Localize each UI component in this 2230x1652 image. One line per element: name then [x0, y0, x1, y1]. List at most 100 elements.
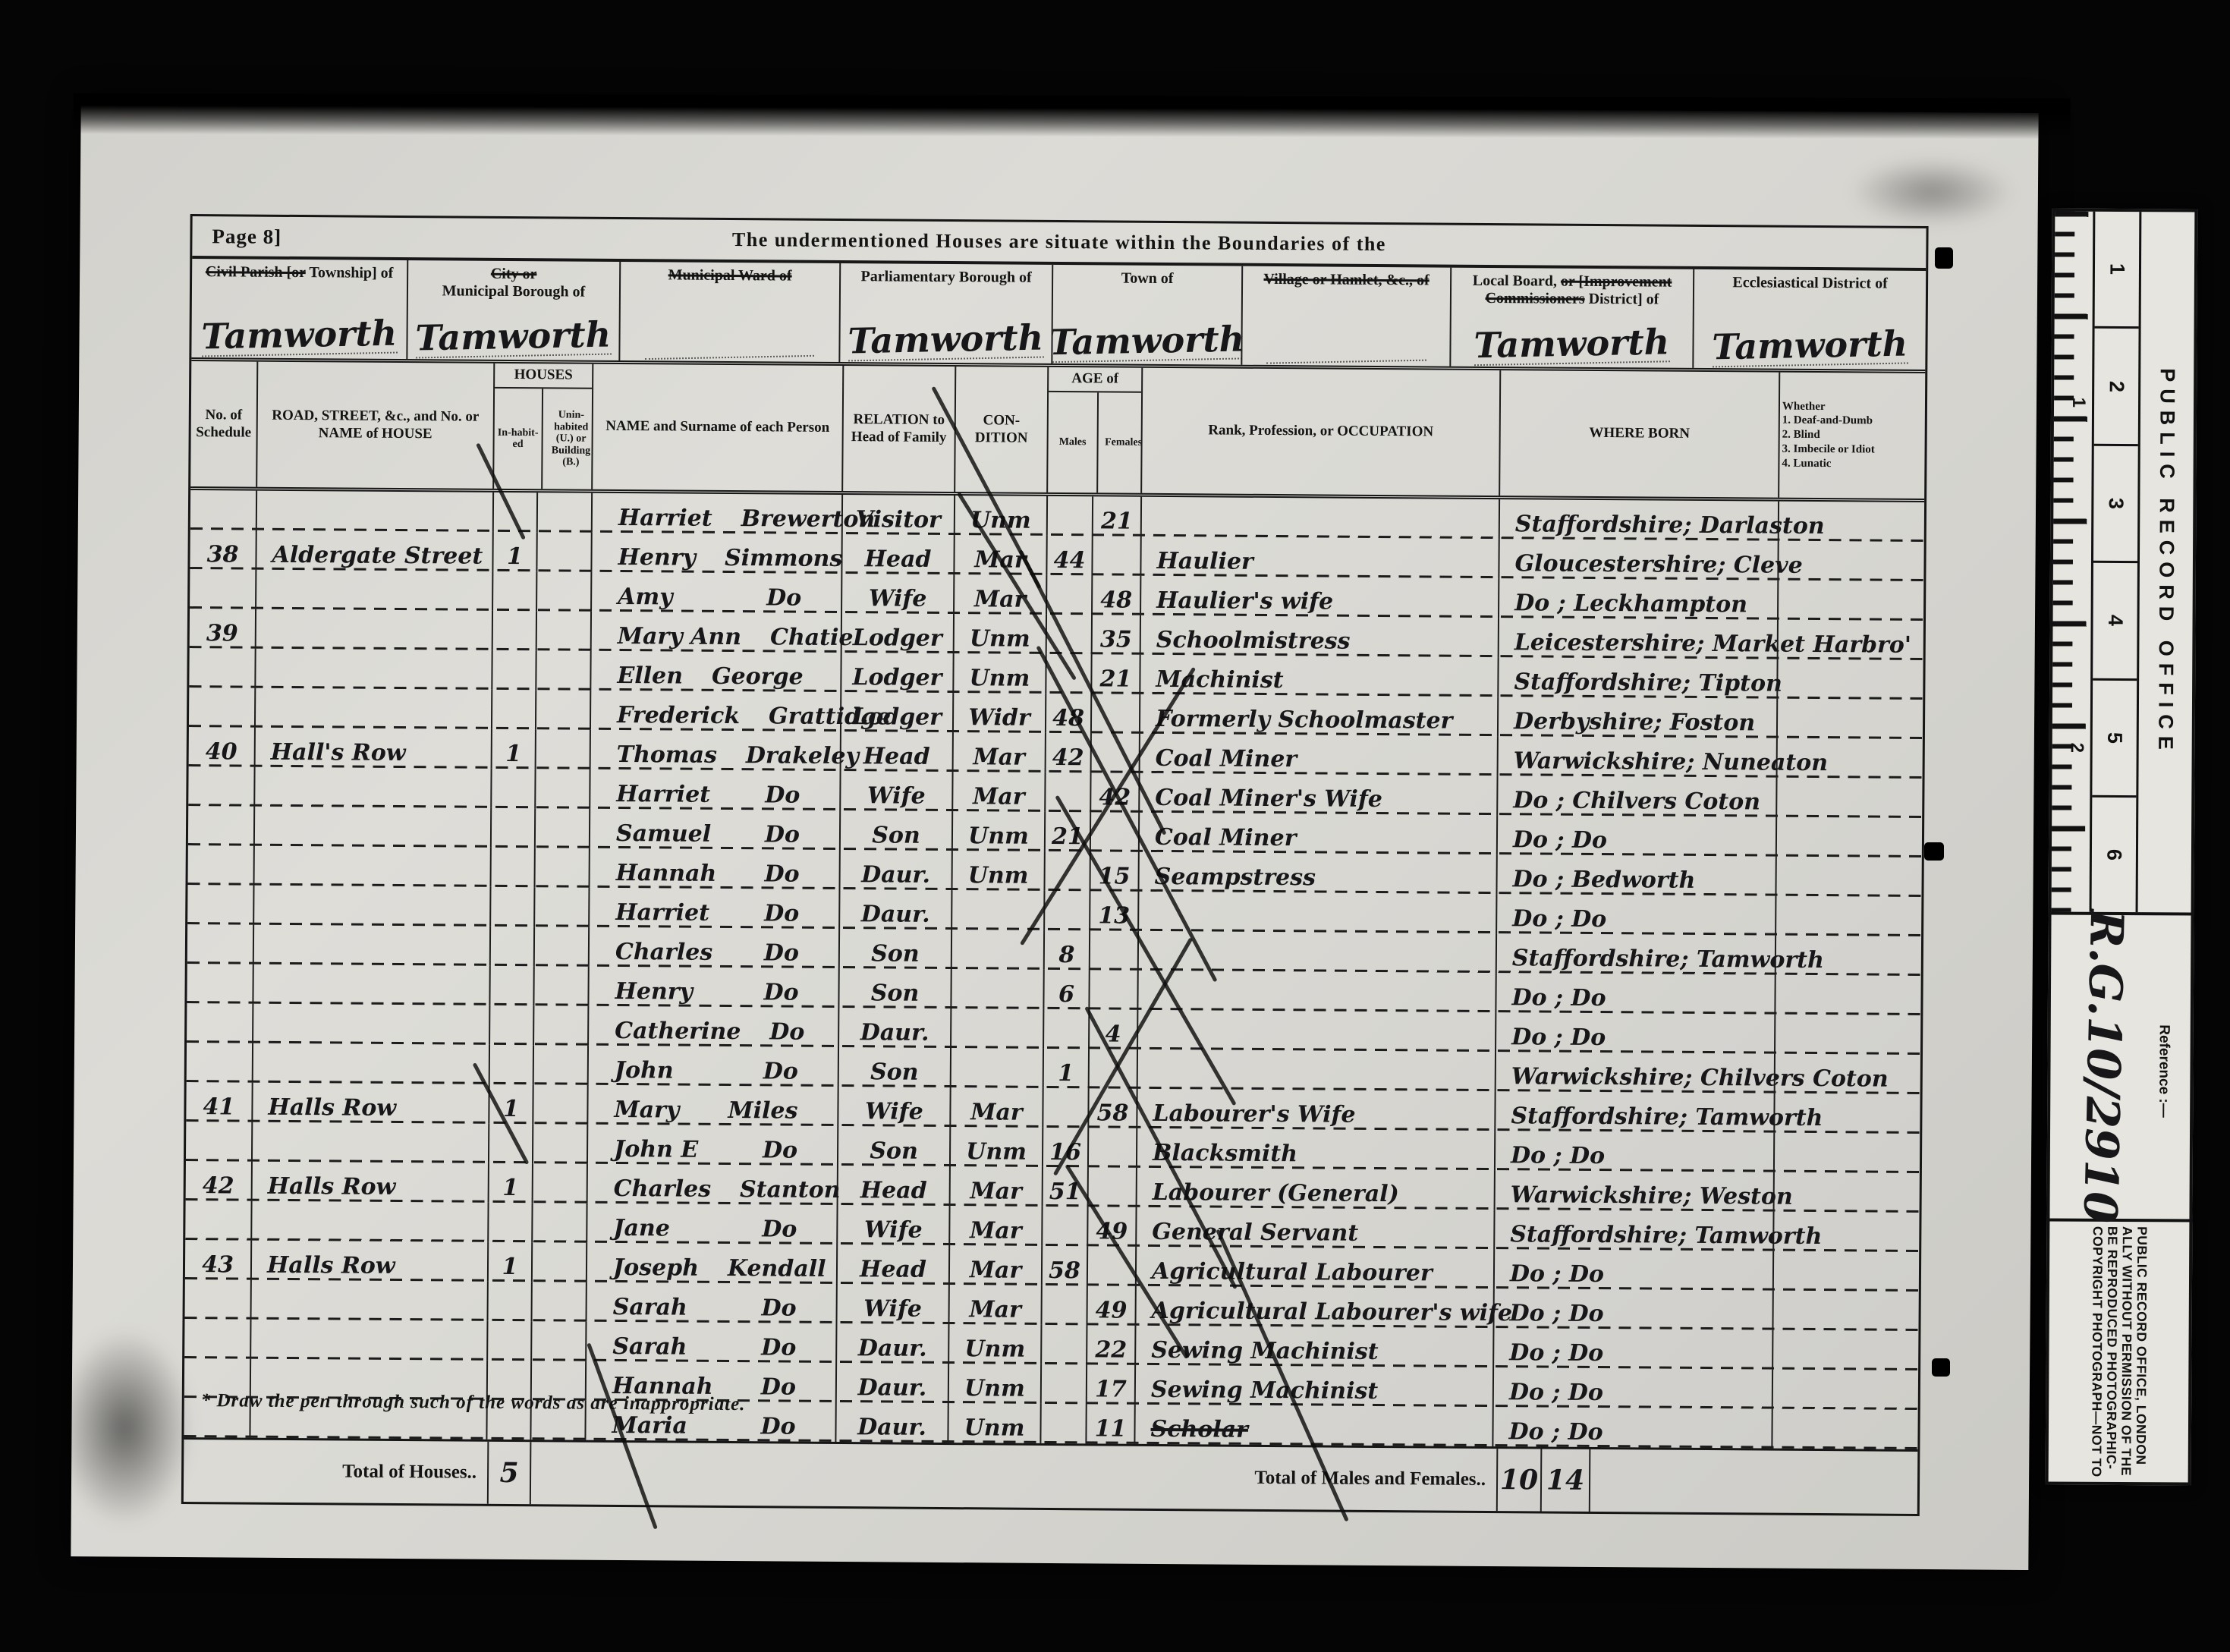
surname: Kendall — [727, 1255, 826, 1282]
cell-uninhabited — [535, 848, 590, 888]
cell-uninhabited — [534, 927, 590, 967]
cell-age-female: 17 — [1087, 1364, 1137, 1405]
cell-schedule — [184, 1319, 252, 1359]
surname: Do — [764, 861, 800, 888]
locality-value: Tamworth — [1474, 321, 1670, 367]
ruler-number: 5 — [2092, 678, 2137, 795]
cell-born: Warwickshire; Weston — [1495, 1170, 1793, 1212]
page-number: Page 8] — [212, 224, 282, 248]
kept-label: District] of — [1584, 290, 1659, 308]
cell-name: Henry Do — [589, 966, 840, 1009]
cell-disability — [1777, 778, 1914, 818]
totals-spacer — [1590, 1449, 1918, 1514]
cell-condition: Mar — [951, 1087, 1044, 1128]
cell-address — [251, 1319, 489, 1361]
cell-name: Sarah Do — [587, 1282, 838, 1324]
cell-born: Do ; Chilvers Coton — [1498, 776, 1778, 817]
cell-disability — [1778, 699, 1915, 739]
cell-address — [254, 806, 492, 848]
cell-name: Samuel Do — [590, 808, 841, 851]
cell-born: Do ; Do — [1493, 1407, 1773, 1449]
disability-line: 4. Lunatic — [1782, 457, 1832, 470]
cell-name: Henry Simmons — [592, 532, 843, 574]
cell-disability — [1773, 1330, 1911, 1370]
cell-condition — [951, 1009, 1045, 1049]
col-disability: Whether 1. Deaf-and-Dumb 2. Blind 3. Imbeci… — [1779, 373, 1917, 499]
cell-age-male — [1042, 1324, 1088, 1365]
struck-label: Municipal Ward of — [668, 266, 792, 285]
ruler-number: 4 — [2093, 560, 2137, 678]
ruler-number: 3 — [2093, 443, 2138, 562]
cell-name: Catherine Do — [589, 1005, 840, 1048]
cell-occupation — [1139, 891, 1498, 934]
cell-disability — [1772, 1409, 1910, 1449]
cell-disability — [1776, 936, 1914, 976]
cell-age-male: 58 — [1042, 1245, 1089, 1286]
kept-label: Parliamentary Borough of — [860, 268, 1032, 286]
given-name: Harriet — [618, 504, 712, 532]
cell-address — [253, 964, 491, 1005]
cell-relation: Lodger — [841, 692, 955, 733]
surname: Do — [769, 1018, 805, 1046]
cell-disability — [1779, 502, 1917, 542]
cell-name: Charles Do — [589, 927, 841, 969]
cell-inhabited: 1 — [489, 1163, 533, 1204]
cell-uninhabited — [536, 769, 591, 809]
cell-age-female: 21 — [1092, 654, 1141, 694]
given-name: John E — [613, 1135, 699, 1163]
cell-uninhabited — [536, 650, 592, 691]
cell-condition: Unm — [952, 811, 1046, 851]
cell-age-female: 21 — [1093, 496, 1143, 537]
total-houses-value: 5 — [486, 1441, 532, 1505]
given-name: John — [614, 1056, 674, 1084]
cell-relation: Daur. — [840, 850, 953, 891]
hole-punch — [1932, 1358, 1950, 1377]
kept-label: Town of — [1121, 269, 1174, 288]
col-name: NAME and Surname of each Person — [593, 363, 845, 492]
cell-schedule — [184, 1279, 252, 1320]
scan-smudge — [1848, 157, 2016, 227]
census-page: Page 8] The undermentioned Houses are si… — [55, 93, 2071, 1570]
col-uninhabited: Unin-habited (U.) or Building (B.) — [551, 409, 591, 468]
cell-age-male — [1041, 1364, 1088, 1405]
cell-condition: Unm — [948, 1364, 1043, 1404]
surname: Do — [761, 1295, 797, 1322]
cell-condition: Mar — [953, 772, 1046, 812]
surname: Do — [764, 821, 800, 848]
cell-uninhabited — [532, 1242, 588, 1282]
locality-civil-parish: Civil Parish [or Township] of Tamworth — [191, 259, 409, 360]
cell-condition — [951, 1048, 1045, 1088]
cell-born: Warwickshire; Chilvers Coton — [1496, 1052, 1889, 1093]
cell-address — [253, 924, 492, 966]
cell-inhabited: 1 — [488, 1241, 533, 1282]
cell-age-male: 16 — [1043, 1127, 1090, 1168]
cell-disability — [1778, 659, 1915, 700]
copyright-line: ALLY WITHOUT PERMISSION OF THE — [2118, 1226, 2135, 1477]
scan-shadow-top — [73, 93, 2071, 140]
person-rows: Harriet Brewerton Visitor Unm 21 Staffor… — [184, 490, 1925, 1449]
cell-age-male — [1047, 574, 1093, 615]
surname: Miles — [728, 1097, 798, 1125]
col-born: WHERE BORN — [1500, 370, 1781, 498]
census-form: Page 8] The undermentioned Houses are si… — [181, 214, 1929, 1516]
cell-address — [256, 609, 494, 650]
surname: Do — [763, 1058, 798, 1085]
cell-schedule — [187, 924, 255, 964]
surname: Do — [760, 1413, 796, 1440]
cell-schedule — [188, 688, 256, 728]
cell-name: John E Do — [587, 1124, 839, 1166]
cell-relation: Wife — [837, 1284, 950, 1325]
cell-address — [253, 1043, 491, 1084]
cell-born: Staffordshire; Tamworth — [1495, 1210, 1822, 1251]
cell-condition — [951, 930, 1046, 970]
cell-age-female: 48 — [1093, 575, 1142, 615]
cell-uninhabited — [536, 729, 591, 769]
given-name: Catherine — [615, 1017, 741, 1046]
cell-born: Staffordshire; Tamworth — [1496, 933, 1824, 975]
cell-schedule — [187, 964, 254, 1004]
kept-label: Local Board, — [1472, 272, 1562, 290]
surname: Do — [763, 979, 799, 1006]
surname: Simmons — [724, 544, 843, 573]
cell-uninhabited — [534, 966, 590, 1006]
